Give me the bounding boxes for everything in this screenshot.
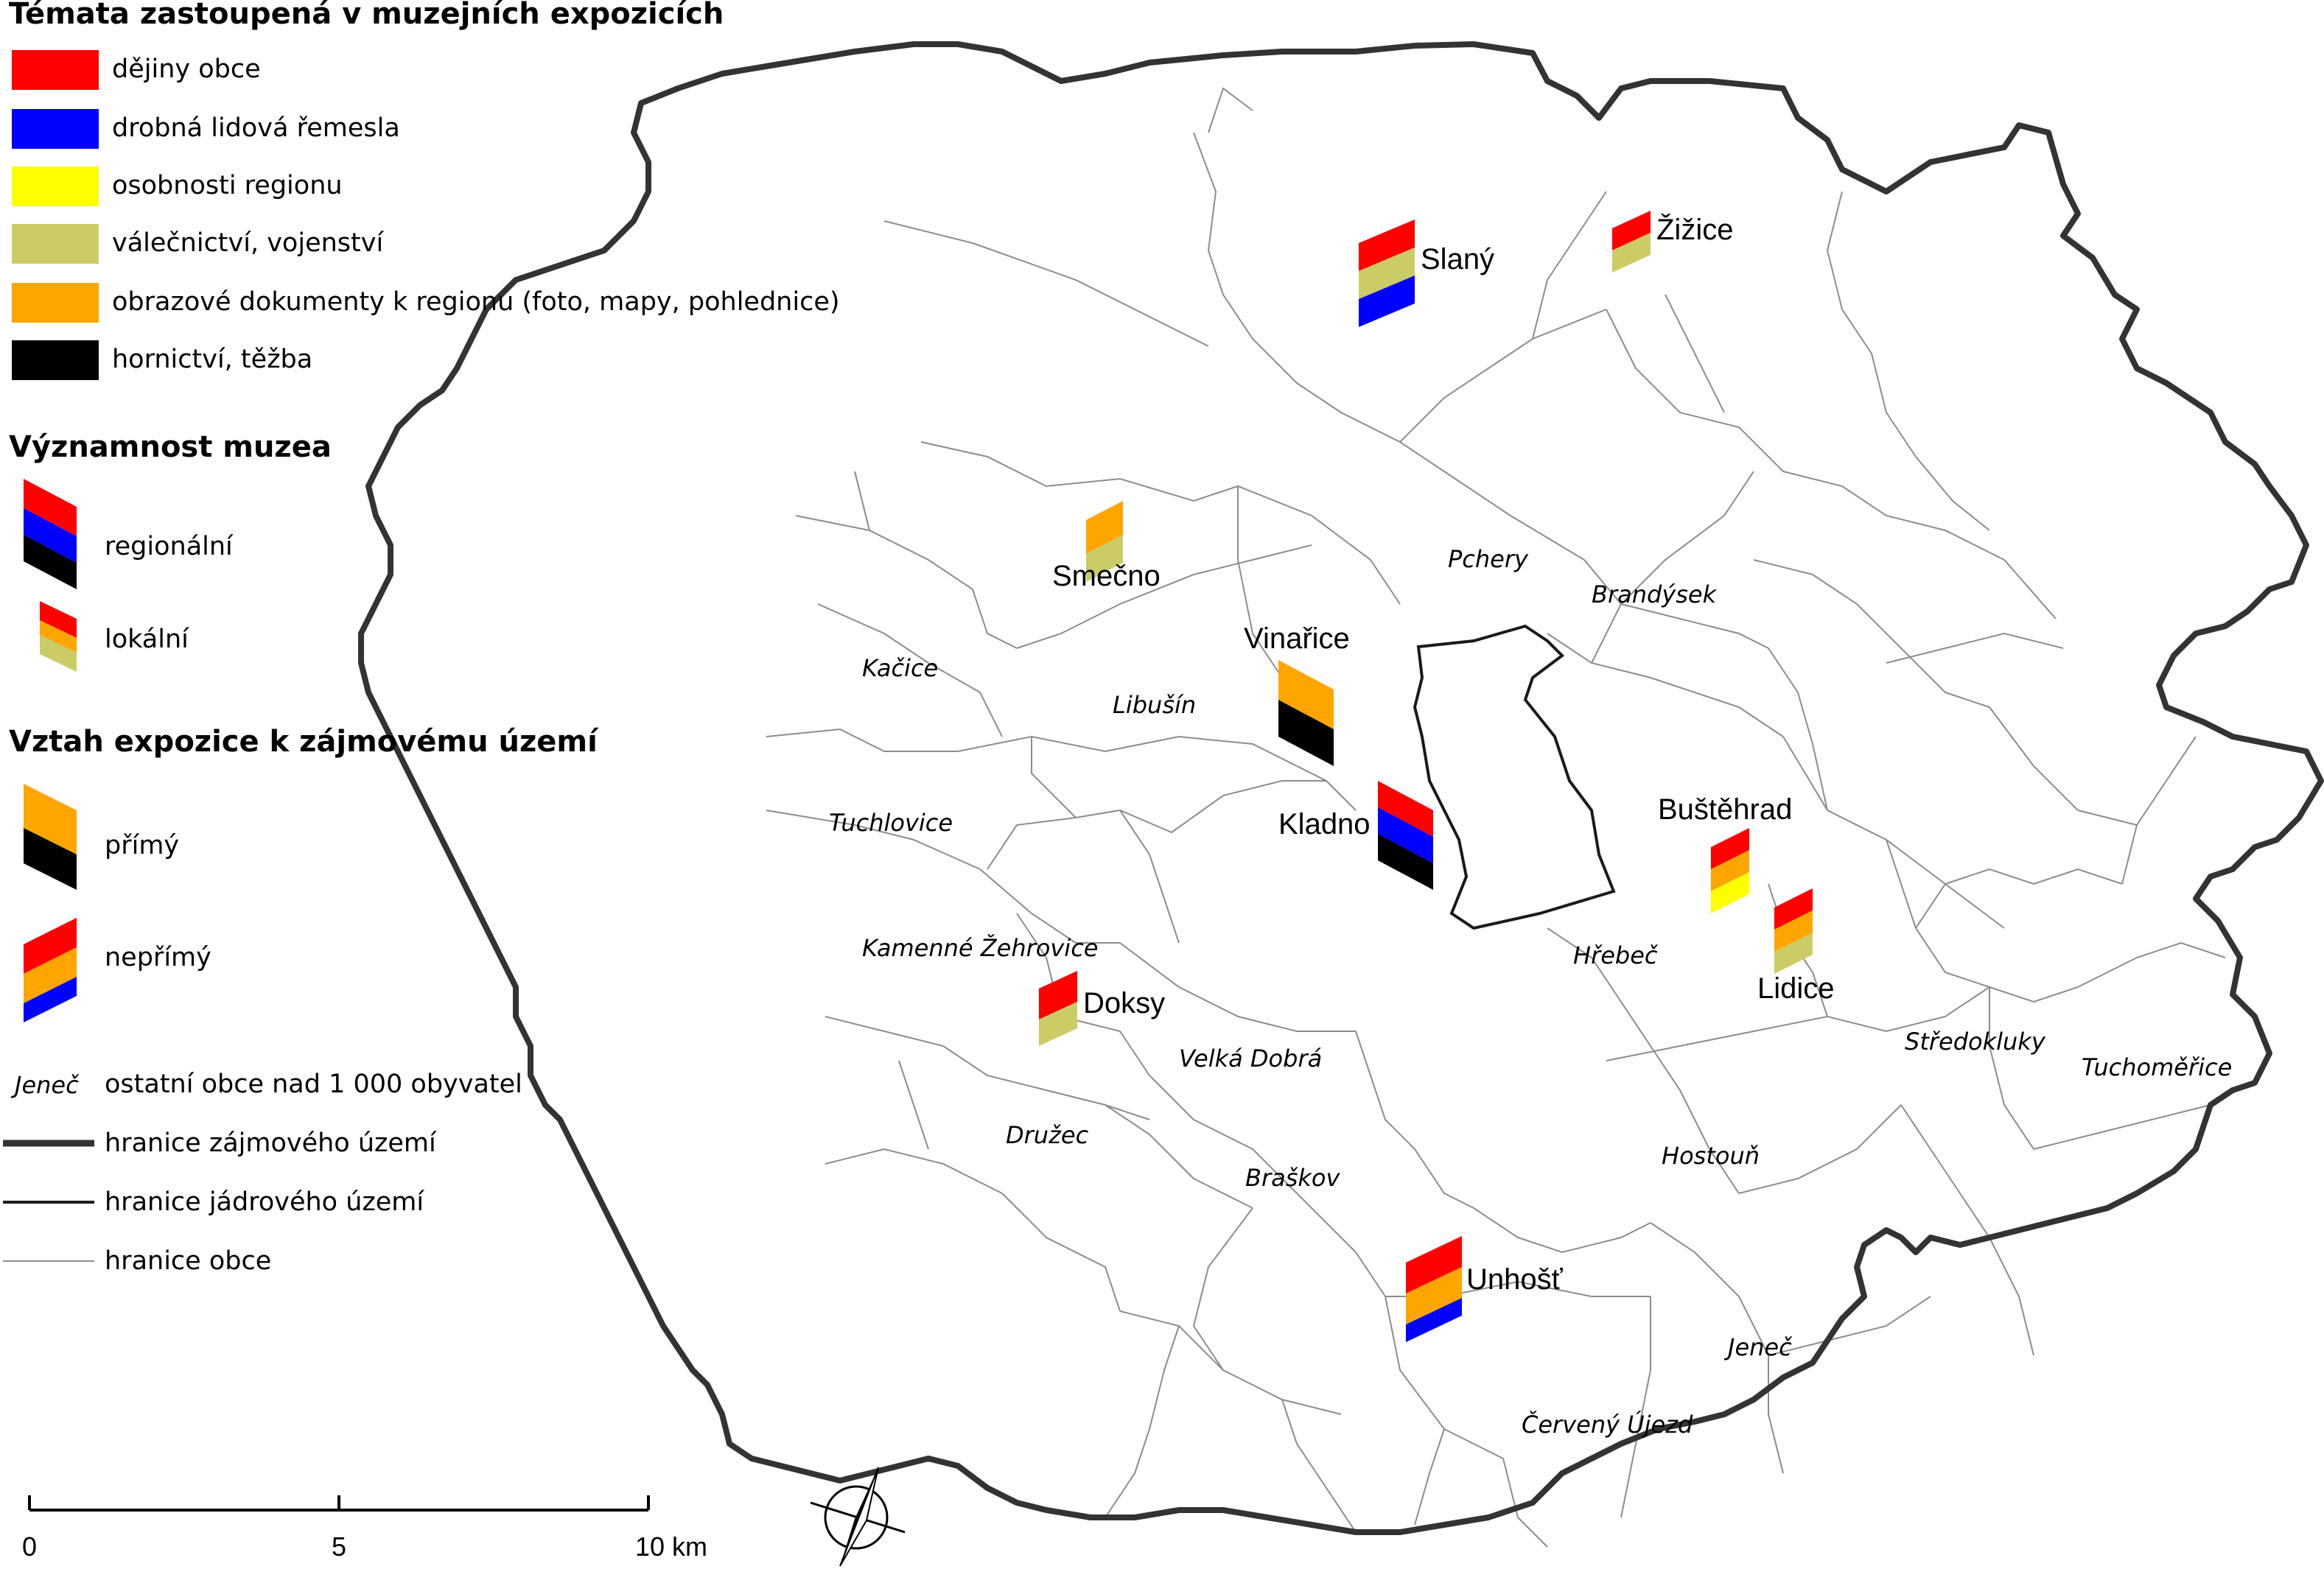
scale-bar xyxy=(28,1495,650,1512)
municipality-label: Družec xyxy=(1006,1121,1089,1149)
municipality-label: Braškov xyxy=(1245,1164,1341,1192)
legend-label-municipalities: ostatní obce nad 1 000 obyvatel xyxy=(105,1070,522,1099)
legend-sample-municipality: Jeneč xyxy=(15,1071,79,1099)
museum-lidice: Lidice xyxy=(1757,888,1835,1005)
legend-symbol-local xyxy=(40,601,77,672)
municipality-label: Jeneč xyxy=(1723,1333,1793,1361)
legend-label-local: lokální xyxy=(105,625,189,654)
legend-swatch-documents xyxy=(12,283,99,323)
museum-slany: Slaný xyxy=(1359,220,1494,327)
municipality-label: Kačice xyxy=(862,654,938,682)
museum-kladno: Kladno xyxy=(1278,781,1433,890)
legend-label-crafts: drobná lidová řemesla xyxy=(112,113,400,143)
municipality-borders xyxy=(766,87,2226,1548)
legend-relation-heading: Vztah expozice k zájmovému území xyxy=(9,725,598,759)
legend-label-core-area: hranice jádrového území xyxy=(105,1187,424,1217)
museum-unhost: Unhošť xyxy=(1406,1236,1564,1342)
museum-label-vinarice: Vinařice xyxy=(1244,622,1350,655)
legend-themes-heading: Témata zastoupená v muzejních expozicích xyxy=(9,0,724,31)
municipality-label: Libušín xyxy=(1113,691,1196,719)
municipality-label: Velká Dobrá xyxy=(1179,1045,1322,1073)
museum-smecno: Smečno xyxy=(1052,501,1161,592)
municipality-label: Středokluky xyxy=(1905,1028,2046,1056)
municipality-label: Brandýsek xyxy=(1592,580,1718,608)
municipality-label: Kamenné Žehrovice xyxy=(862,934,1098,962)
museum-label-zizice: Žižice xyxy=(1656,213,1733,246)
municipality-label: Červený Újezd xyxy=(1522,1410,1693,1439)
museum-label-slany: Slaný xyxy=(1421,243,1494,275)
legend-swatch-mining xyxy=(12,340,99,380)
legend-swatch-history xyxy=(12,50,99,90)
legend-symbol-direct xyxy=(24,784,77,890)
legend-label-military: válečnictví, vojenství xyxy=(112,228,384,258)
legend-label-personalities: osobnosti regionu xyxy=(112,171,343,200)
legend-label-study-area: hranice zájmového území xyxy=(105,1129,436,1158)
legend-label-documents: obrazové dokumenty k regionu (foto, mapy… xyxy=(112,287,840,317)
legend-symbol-indirect xyxy=(24,918,77,1022)
museum-label-lidice: Lidice xyxy=(1757,972,1835,1005)
legend-label-mining: hornictví, těžba xyxy=(112,345,313,374)
museum-symbols: Slaný Žižice Smečno Vinařice Kladno xyxy=(1039,211,1835,1342)
scale-label-0: 0 xyxy=(22,1531,37,1562)
scale-label-10: 10 km xyxy=(635,1531,707,1562)
legend-swatch-military xyxy=(12,224,99,264)
legend-label-regional: regionální xyxy=(105,532,233,561)
legend-label-municipality-border: hranice obce xyxy=(105,1246,272,1276)
study-area-boundary xyxy=(358,41,2324,1535)
legend-swatch-crafts xyxy=(12,109,99,149)
museum-label-smecno: Smečno xyxy=(1052,560,1161,592)
museum-bustehrad: Buštěhrad xyxy=(1658,793,1792,913)
legend-significance-heading: Významnost muzea xyxy=(9,430,332,464)
legend-label-direct: přímý xyxy=(105,831,180,860)
north-arrow-icon xyxy=(810,1467,906,1567)
scale-label-5: 5 xyxy=(332,1531,346,1562)
museum-label-bustehrad: Buštěhrad xyxy=(1658,793,1792,826)
museum-doksy: Doksy xyxy=(1039,971,1165,1046)
municipality-label: Tuchoměřice xyxy=(2082,1053,2232,1081)
municipality-labels: Pchery Brandýsek Kačice Libušín Tuchlovi… xyxy=(829,545,2232,1439)
legend-swatch-personalities xyxy=(12,166,99,206)
core-area-boundary xyxy=(1413,624,1616,930)
municipality-label: Pchery xyxy=(1448,545,1529,573)
legend-label-history: dějiny obce xyxy=(112,55,261,84)
municipality-label: Tuchlovice xyxy=(829,809,953,837)
museum-label-kladno: Kladno xyxy=(1278,808,1371,840)
museum-zizice: Žižice xyxy=(1612,211,1733,273)
municipality-label: Hřebeč xyxy=(1573,941,1659,969)
municipality-label: Hostouň xyxy=(1662,1142,1760,1170)
legend-label-indirect: nepřímý xyxy=(105,943,211,972)
museum-label-unhost: Unhošť xyxy=(1466,1263,1564,1296)
museum-label-doksy: Doksy xyxy=(1083,987,1165,1019)
legend-symbol-regional xyxy=(24,479,77,589)
legend-symbols xyxy=(3,479,94,1262)
museum-vinarice: Vinařice xyxy=(1244,622,1350,766)
